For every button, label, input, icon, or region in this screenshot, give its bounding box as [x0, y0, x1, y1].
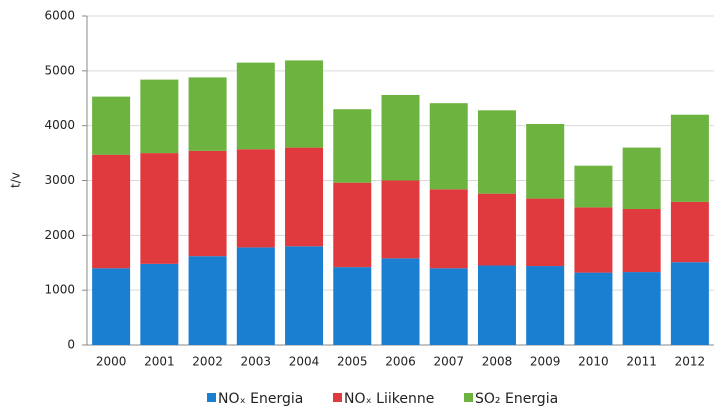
x-tick-label: 2000 [96, 355, 127, 369]
bar-segment [526, 266, 565, 345]
legend-label: SO₂ Energia [475, 391, 558, 407]
bar-segment [429, 103, 468, 190]
x-tick-label: 2010 [578, 355, 609, 369]
y-tick-label: 0 [67, 338, 75, 352]
x-tick-label: 2004 [289, 355, 320, 369]
legend-label: NOₓ Energia [218, 391, 303, 407]
bar-segment [333, 182, 372, 268]
bar-segment [333, 267, 372, 345]
legend-swatch [333, 393, 342, 402]
bar-segment [140, 79, 179, 154]
x-tick-label: 2007 [433, 355, 464, 369]
bar-segment [92, 268, 131, 345]
bar-segment [236, 247, 275, 345]
bar-segment [381, 94, 420, 181]
legend-swatch [464, 393, 473, 402]
bar-segment [140, 153, 179, 264]
x-tick-label: 2012 [675, 355, 706, 369]
bar-segment [526, 124, 565, 199]
x-tick-label: 2003 [241, 355, 272, 369]
x-tick-label: 2006 [385, 355, 416, 369]
bar-segment [285, 246, 324, 345]
bar-segment [670, 201, 709, 263]
bar-segment [188, 150, 227, 257]
bar-segment [285, 147, 324, 247]
bar-segment [574, 165, 613, 208]
bar-segment [140, 263, 179, 345]
bar-segment [574, 207, 613, 273]
bar-segment [236, 62, 275, 150]
bar-segment [622, 209, 661, 273]
bar-segment [622, 272, 661, 345]
bar-segment [188, 77, 227, 151]
bar-segment [429, 189, 468, 269]
x-tick-label: 2001 [144, 355, 175, 369]
bar-segment [622, 147, 661, 210]
y-axis-label: t/v [9, 172, 23, 188]
bar-segment [526, 198, 565, 267]
bar-segment [477, 110, 516, 194]
bar-segment [381, 180, 420, 259]
y-tick-label: 1000 [44, 283, 75, 297]
bar-segment [188, 256, 227, 345]
bar-segment [477, 193, 516, 266]
bar-segment [92, 96, 131, 155]
bar-segment [477, 265, 516, 345]
bar-segment [92, 154, 131, 269]
x-tick-label: 2011 [626, 355, 657, 369]
x-tick-label: 2005 [337, 355, 368, 369]
x-tick-label: 2009 [530, 355, 561, 369]
bar-segment [285, 60, 324, 148]
y-tick-label: 3000 [44, 173, 75, 187]
bar-segment [381, 258, 420, 345]
x-tick-label: 2002 [192, 355, 223, 369]
legend-label: NOₓ Liikenne [344, 391, 434, 407]
y-tick-label: 5000 [44, 63, 75, 77]
bar-segment [429, 268, 468, 345]
y-tick-label: 4000 [44, 118, 75, 132]
bar-segment [670, 262, 709, 345]
bar-segment [574, 272, 613, 345]
bar-segment [236, 149, 275, 248]
x-tick-label: 2008 [482, 355, 513, 369]
y-tick-label: 2000 [44, 228, 75, 242]
legend-swatch [207, 393, 216, 402]
bar-segment [333, 109, 372, 183]
y-tick-label: 6000 [44, 9, 75, 23]
bar-segment [670, 114, 709, 202]
